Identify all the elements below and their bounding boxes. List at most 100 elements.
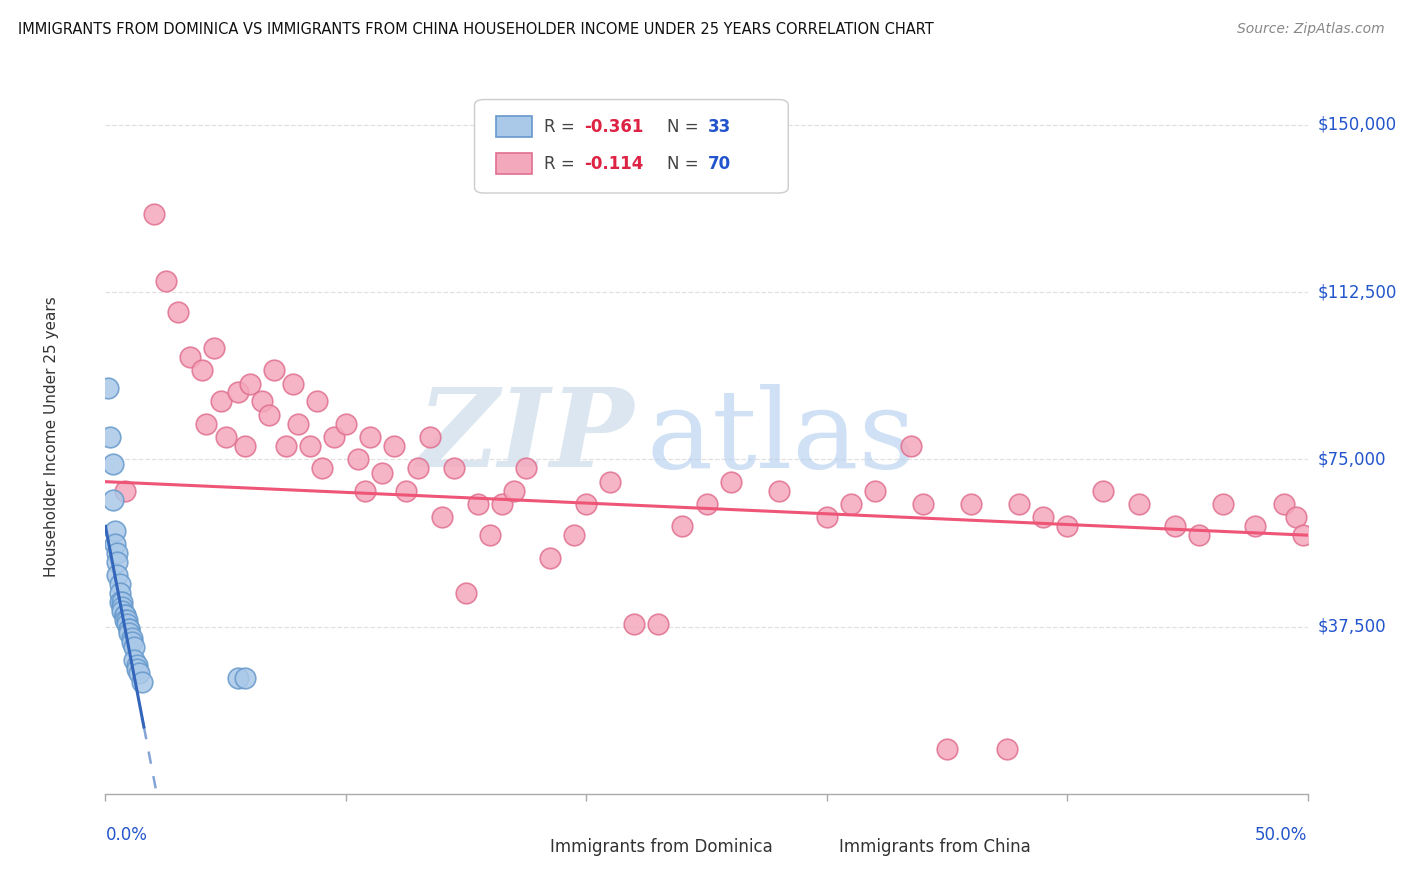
- Point: [195, 417, 218, 431]
- Point: [257, 408, 280, 422]
- Point: [263, 363, 285, 377]
- Point: [647, 617, 669, 632]
- Point: [108, 586, 131, 600]
- Text: Immigrants from China: Immigrants from China: [839, 838, 1031, 856]
- Point: [575, 497, 598, 511]
- Point: [209, 394, 232, 409]
- Point: [107, 546, 129, 560]
- Point: [118, 622, 141, 636]
- Point: [515, 461, 537, 475]
- Point: [155, 274, 177, 288]
- Text: -0.361: -0.361: [583, 118, 644, 136]
- Point: [233, 439, 256, 453]
- Text: 33: 33: [707, 118, 731, 136]
- Point: [179, 350, 201, 364]
- Point: [97, 381, 120, 395]
- Point: [371, 466, 394, 480]
- Point: [202, 341, 225, 355]
- Point: [214, 430, 236, 444]
- Point: [1243, 519, 1265, 533]
- Point: [936, 742, 959, 756]
- Point: [111, 595, 134, 609]
- FancyBboxPatch shape: [797, 839, 834, 855]
- Point: [114, 608, 136, 623]
- Point: [287, 417, 309, 431]
- Text: R =: R =: [544, 118, 581, 136]
- Point: [696, 497, 718, 511]
- Text: R =: R =: [544, 155, 581, 173]
- Point: [111, 599, 134, 614]
- Point: [671, 519, 693, 533]
- Point: [599, 475, 621, 489]
- FancyBboxPatch shape: [496, 153, 533, 175]
- Point: [114, 483, 136, 498]
- Text: ZIP: ZIP: [418, 384, 634, 491]
- Point: [226, 671, 249, 685]
- Point: [1212, 497, 1234, 511]
- Point: [1056, 519, 1078, 533]
- Point: [839, 497, 862, 511]
- FancyBboxPatch shape: [474, 100, 789, 193]
- Point: [250, 394, 273, 409]
- Point: [1164, 519, 1187, 533]
- Point: [281, 376, 304, 391]
- Point: [104, 524, 127, 538]
- Point: [960, 497, 983, 511]
- Point: [125, 657, 148, 672]
- Point: [1272, 497, 1295, 511]
- Point: [128, 666, 150, 681]
- Point: [108, 595, 131, 609]
- Point: [124, 640, 146, 654]
- Point: [118, 622, 141, 636]
- Point: [335, 417, 357, 431]
- Point: [114, 608, 136, 623]
- Text: $37,500: $37,500: [1317, 617, 1386, 636]
- Text: -0.114: -0.114: [583, 155, 644, 173]
- Point: [395, 483, 418, 498]
- Point: [406, 461, 429, 475]
- Point: [347, 452, 370, 467]
- Point: [114, 613, 136, 627]
- Point: [311, 461, 333, 475]
- Point: [467, 497, 489, 511]
- Point: [419, 430, 441, 444]
- Point: [107, 568, 129, 582]
- FancyBboxPatch shape: [508, 839, 546, 855]
- Text: Householder Income Under 25 years: Householder Income Under 25 years: [44, 297, 59, 577]
- Text: Immigrants from Dominica: Immigrants from Dominica: [550, 838, 773, 856]
- Point: [538, 550, 561, 565]
- Point: [98, 430, 121, 444]
- Point: [322, 430, 344, 444]
- Point: [815, 510, 838, 524]
- Point: [166, 305, 188, 319]
- Text: $112,500: $112,500: [1317, 283, 1396, 301]
- Point: [1032, 510, 1054, 524]
- Text: N =: N =: [666, 118, 704, 136]
- Point: [900, 439, 922, 453]
- Point: [108, 577, 131, 591]
- Point: [382, 439, 405, 453]
- Point: [995, 742, 1018, 756]
- Point: [430, 510, 453, 524]
- Point: [101, 457, 124, 471]
- Point: [454, 586, 477, 600]
- Point: [562, 528, 585, 542]
- Point: [131, 675, 153, 690]
- Text: 70: 70: [707, 155, 731, 173]
- Point: [623, 617, 645, 632]
- Point: [305, 394, 328, 409]
- Point: [124, 653, 146, 667]
- Point: [1092, 483, 1115, 498]
- Point: [239, 376, 262, 391]
- Point: [491, 497, 513, 511]
- Point: [479, 528, 502, 542]
- Point: [142, 207, 165, 221]
- Point: [274, 439, 297, 453]
- Point: [121, 631, 143, 645]
- Point: [863, 483, 886, 498]
- Point: [911, 497, 934, 511]
- Text: N =: N =: [666, 155, 704, 173]
- Text: 50.0%: 50.0%: [1256, 826, 1308, 844]
- Point: [768, 483, 790, 498]
- Point: [1128, 497, 1150, 511]
